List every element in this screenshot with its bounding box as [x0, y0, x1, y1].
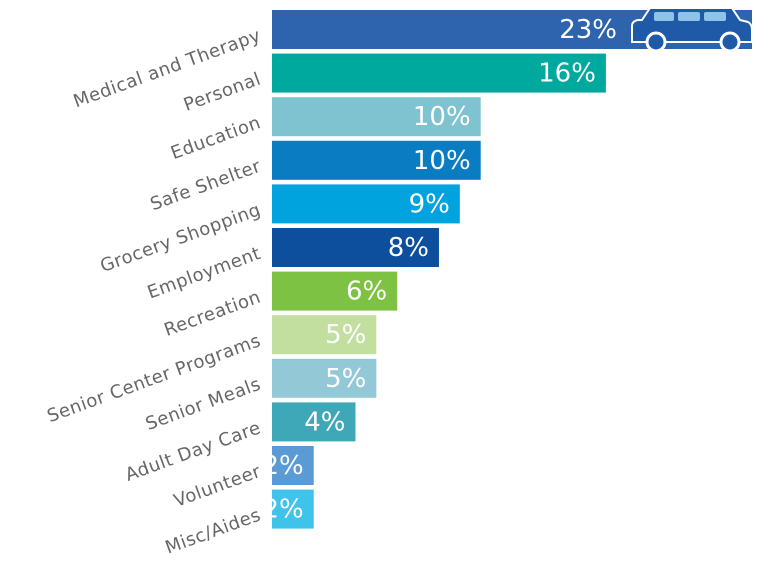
- bar: [272, 271, 398, 311]
- bar: [272, 140, 481, 180]
- value-label: 10%: [413, 146, 471, 176]
- bar: [272, 489, 314, 529]
- value-label: 5%: [325, 320, 366, 350]
- category-label: Personal: [181, 69, 264, 116]
- value-label: 2%: [262, 495, 303, 525]
- value-label: 16%: [538, 59, 596, 89]
- value-label: 4%: [304, 407, 345, 437]
- value-label: 10%: [413, 102, 471, 132]
- bar: [272, 358, 377, 398]
- bar: [272, 402, 356, 442]
- value-label: 8%: [388, 233, 429, 263]
- bar: [272, 53, 606, 93]
- value-label: 9%: [409, 189, 450, 219]
- bar: [272, 184, 460, 224]
- bar: [272, 97, 481, 137]
- value-label: 6%: [346, 277, 387, 307]
- value-label: 23%: [559, 15, 617, 45]
- value-label: 5%: [325, 364, 366, 394]
- bar: [272, 446, 314, 485]
- category-label: Misc/Aides: [162, 505, 263, 559]
- bar: [272, 228, 439, 267]
- bars: 23% Medical and Therapy 16% Personal 10% Educ…: [44, 10, 752, 559]
- bar: [272, 315, 377, 355]
- category-label: Volunteer: [171, 461, 264, 512]
- value-label: 2%: [262, 451, 303, 481]
- category-label: Medical and Therapy: [71, 25, 264, 112]
- category-label: Education: [168, 112, 264, 164]
- car-icon: [631, 7, 753, 53]
